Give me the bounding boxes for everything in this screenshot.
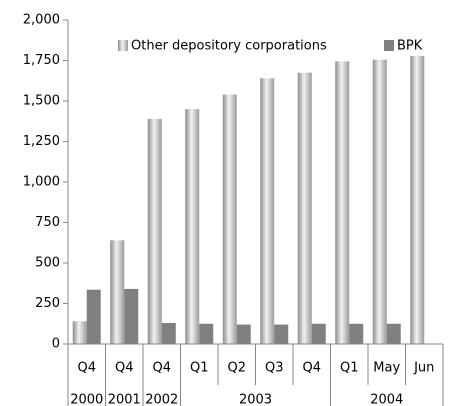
bar <box>410 52 425 345</box>
x-tick-label: Q4 <box>302 361 321 376</box>
group-label: 2000 <box>70 393 103 406</box>
legend-label: BPK <box>397 39 423 54</box>
y-tick-label: 750 <box>35 215 60 230</box>
y-tick-label: 1,750 <box>23 53 60 68</box>
x-tick-label: Q3 <box>265 361 284 376</box>
x-tick-label: Q4 <box>115 361 134 376</box>
bar <box>372 59 387 344</box>
bar <box>236 324 251 344</box>
y-tick-label: 2,000 <box>23 13 60 28</box>
bar <box>185 109 200 344</box>
legend-background <box>110 36 430 56</box>
x-tick-label: Jun <box>413 361 434 376</box>
x-tick-label: Q1 <box>340 361 359 376</box>
bar <box>86 289 101 344</box>
x-tick-label: Q4 <box>152 361 171 376</box>
bar <box>222 94 237 345</box>
group-label: 2003 <box>239 393 272 406</box>
legend-swatch <box>384 40 394 51</box>
bar <box>260 78 275 344</box>
y-tick-label: 0 <box>52 337 60 352</box>
y-tick-label: 1,000 <box>23 175 60 190</box>
bar <box>147 118 162 344</box>
bar <box>335 61 350 345</box>
x-tick-label: Q4 <box>77 361 96 376</box>
group-label: 2004 <box>370 393 403 406</box>
x-tick-label: Q1 <box>190 361 209 376</box>
y-tick-label: 1,500 <box>23 94 60 109</box>
bar <box>161 322 176 344</box>
y-tick-label: 500 <box>35 256 60 271</box>
bar <box>274 324 289 344</box>
group-label: 2002 <box>145 393 178 406</box>
y-tick-label: 1,250 <box>23 134 60 149</box>
bar <box>297 72 312 345</box>
bar <box>386 323 401 344</box>
bar <box>311 323 326 344</box>
y-tick-label: 250 <box>35 296 60 311</box>
x-tick-label: Q2 <box>227 361 246 376</box>
group-label: 2001 <box>108 393 141 406</box>
bar <box>199 323 214 344</box>
legend-label: Other depository corporations <box>131 39 327 54</box>
bar <box>72 321 87 344</box>
x-tick-label: May <box>373 361 400 376</box>
bar <box>124 288 139 344</box>
legend-swatch <box>118 40 128 51</box>
bar <box>349 323 364 344</box>
bar <box>110 240 125 344</box>
